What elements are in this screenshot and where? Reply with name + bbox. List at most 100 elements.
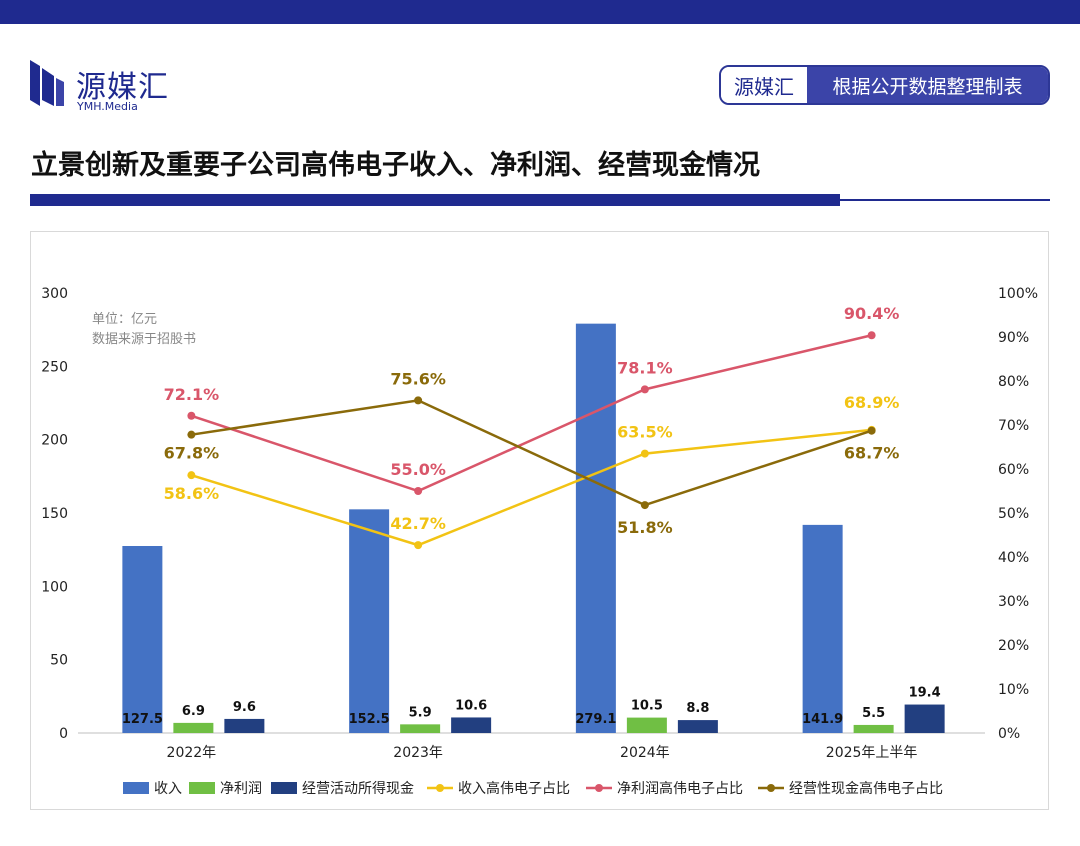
point-data-label: 68.9% [844, 393, 900, 412]
bar-data-label: 5.9 [409, 705, 432, 720]
bar-cash [224, 718, 265, 733]
point-data-label: 68.7% [844, 444, 900, 463]
bar-revenue [802, 524, 843, 733]
legend-label: 净利润高伟电子占比 [617, 780, 743, 797]
y2-tick-label: 20% [998, 638, 1029, 654]
point-data-label: 90.4% [844, 304, 900, 323]
point-revenue-share [187, 471, 196, 480]
bar-data-label: 127.5 [122, 712, 163, 727]
bar-revenue [122, 546, 163, 733]
point-cash-share [414, 396, 423, 405]
source-badge: 源媒汇 根据公开数据整理制表 [719, 65, 1050, 105]
legend-marker [595, 784, 603, 792]
legend-swatch [271, 782, 297, 794]
y-tick-label: 250 [41, 359, 68, 375]
y-tick-label: 150 [41, 506, 68, 522]
bar-cash [451, 717, 492, 733]
point-cash-share [867, 426, 876, 435]
x-tick-label: 2023年 [393, 745, 443, 761]
x-tick-label: 2025年上半年 [826, 745, 918, 761]
bar-revenue [575, 323, 616, 733]
title-divider-thin [840, 199, 1050, 201]
source-brand: 源媒汇 [721, 67, 807, 103]
legend-marker [436, 784, 444, 792]
logo-mark-icon [30, 60, 64, 106]
y-tick-label: 300 [41, 286, 68, 302]
point-data-label: 78.1% [617, 358, 673, 377]
point-revenue-share [414, 541, 423, 550]
line-net-profit-share [190, 334, 872, 493]
bar-revenue [349, 509, 390, 733]
bar-net-profit [400, 724, 441, 733]
y2-tick-label: 0% [998, 726, 1020, 742]
point-data-label: 42.7% [390, 514, 446, 533]
point-data-label: 55.0% [390, 460, 446, 479]
y2-tick-label: 40% [998, 550, 1029, 566]
data-source-label: 数据来源于招股书 [92, 332, 197, 347]
legend-marker [767, 784, 775, 792]
line-cash-share [191, 399, 873, 507]
bar-data-label: 279.1 [575, 712, 616, 727]
point-cash-share [640, 501, 649, 510]
y2-tick-label: 80% [998, 374, 1029, 390]
point-data-label: 63.5% [617, 423, 673, 442]
bar-data-label: 5.5 [862, 706, 885, 721]
logo-subtext: YMH.Media [77, 100, 138, 113]
source-text: 根据公开数据整理制表 [807, 67, 1048, 103]
point-cash-share [187, 430, 196, 439]
legend-label: 净利润 [220, 781, 262, 797]
point-data-label: 72.1% [164, 385, 220, 404]
x-tick-label: 2024年 [620, 745, 670, 761]
y2-tick-label: 50% [998, 506, 1029, 522]
y2-tick-label: 30% [998, 594, 1029, 610]
bar-data-label: 19.4 [909, 686, 941, 701]
logo-text: 源媒汇 [76, 70, 169, 105]
unit-label: 单位：亿元 [92, 312, 158, 327]
bar-data-label: 141.9 [802, 712, 843, 727]
legend-label: 收入 [154, 781, 182, 797]
point-data-label: 67.8% [164, 444, 220, 463]
bar-cash [677, 720, 718, 733]
y2-tick-label: 60% [998, 462, 1029, 478]
bar-net-profit [853, 724, 894, 733]
y2-tick-label: 10% [998, 682, 1029, 698]
logo: 源媒汇 YMH.Media [30, 60, 190, 113]
unit-note: 单位：亿元 数据来源于招股书 [92, 310, 196, 350]
point-data-label: 58.6% [164, 484, 220, 503]
y-tick-label: 50 [50, 653, 68, 669]
bar-data-label: 8.8 [686, 701, 709, 716]
point-net-profit-share [187, 411, 196, 420]
bar-net-profit [173, 722, 214, 733]
legend-label: 经营活动所得现金 [302, 780, 414, 797]
point-revenue-share [640, 449, 649, 458]
top-accent-bar [0, 0, 1080, 24]
bar-data-label: 10.6 [455, 698, 487, 713]
point-data-label: 75.6% [390, 369, 446, 388]
bar-data-label: 6.9 [182, 704, 205, 719]
page-title: 立景创新及重要子公司高伟电子收入、净利润、经营现金情况 [31, 150, 760, 181]
point-data-label: 51.8% [617, 518, 673, 537]
point-net-profit-share [867, 331, 876, 340]
y2-tick-label: 100% [998, 286, 1038, 302]
point-net-profit-share [414, 487, 423, 495]
bar-net-profit [626, 717, 667, 733]
x-tick-label: 2022年 [167, 745, 217, 761]
bar-data-label: 152.5 [349, 712, 390, 727]
chart-panel [30, 231, 1049, 810]
legend-label: 经营性现金高伟电子占比 [789, 780, 943, 797]
legend-label: 收入高伟电子占比 [458, 780, 570, 797]
point-net-profit-share [640, 385, 649, 394]
legend-swatch [189, 782, 215, 794]
y2-tick-label: 70% [998, 418, 1029, 434]
y-tick-label: 0 [59, 726, 68, 742]
title-divider [30, 194, 840, 206]
y2-tick-label: 90% [998, 330, 1029, 346]
line-revenue-share [191, 428, 872, 547]
bar-cash [904, 704, 945, 733]
bar-data-label: 9.6 [233, 700, 256, 715]
y-tick-label: 200 [41, 433, 68, 449]
legend-swatch [123, 782, 149, 794]
y-tick-label: 100 [41, 579, 68, 595]
bar-data-label: 10.5 [631, 699, 663, 714]
